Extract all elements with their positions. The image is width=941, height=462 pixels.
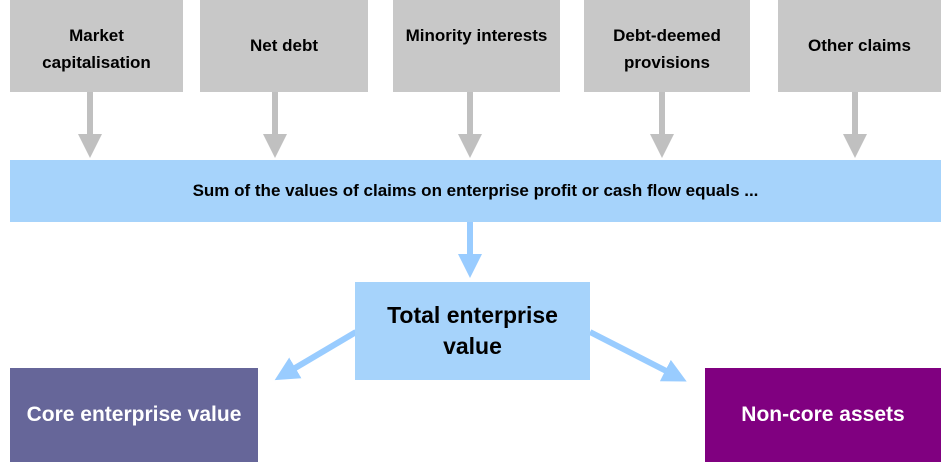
noncore-box: Non-core assets (705, 368, 941, 462)
claim-box: Minority interests (393, 0, 560, 92)
total-box: Total enterprise value (355, 282, 590, 380)
gray-arrows (78, 92, 867, 158)
claim-box: Debt-deemed provisions (584, 0, 750, 92)
sum-bar: Sum of the values of claims on enterpris… (10, 160, 941, 222)
claim-box: Market capitalisation (10, 0, 183, 92)
core-box: Core enterprise value (10, 368, 258, 462)
blue-arrows (274, 222, 687, 382)
claim-box: Net debt (200, 0, 368, 92)
claim-box: Other claims (778, 0, 941, 92)
